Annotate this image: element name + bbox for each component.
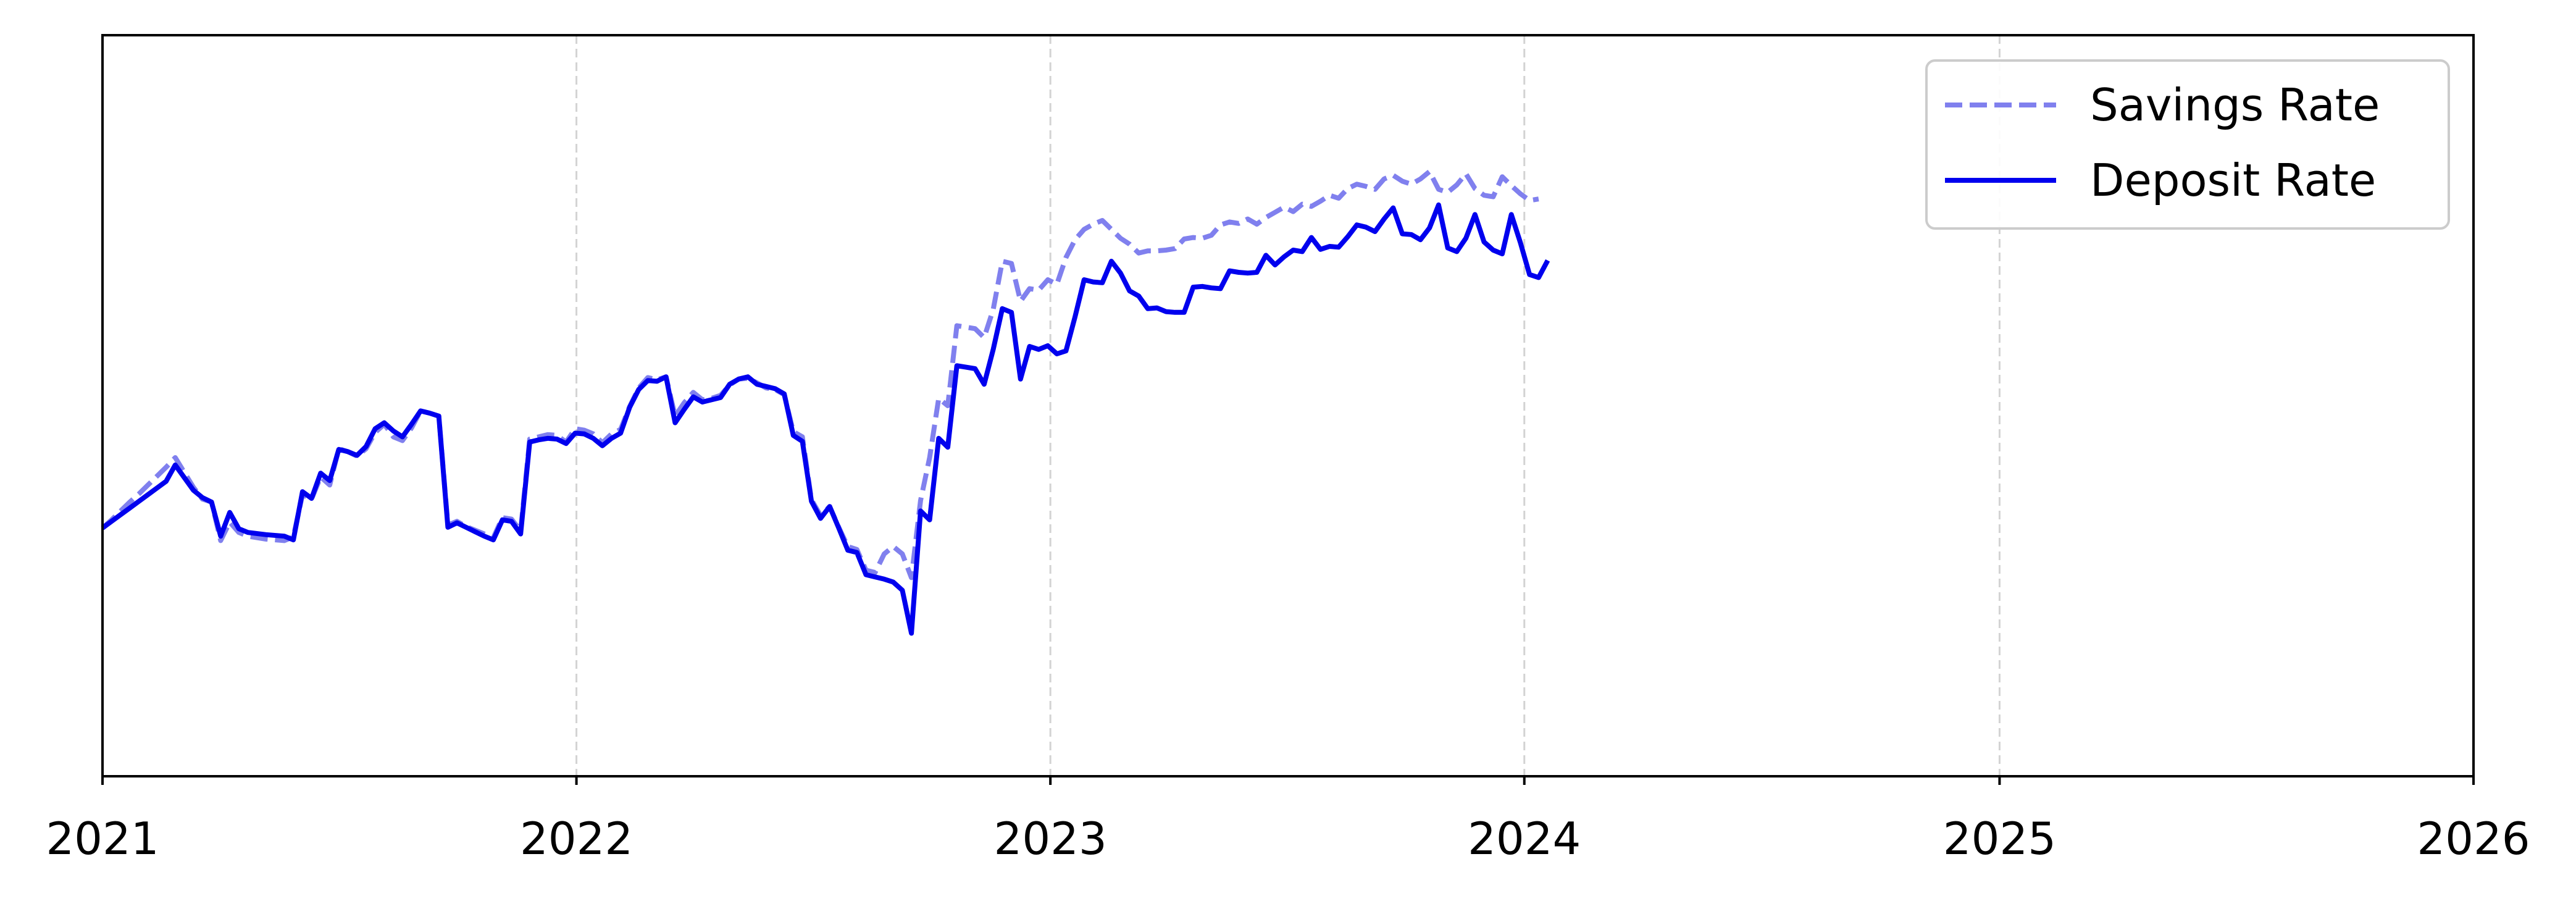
x-tick-label-2025: 2025 <box>1943 813 2056 865</box>
x-tick-label-2022: 2022 <box>520 813 633 865</box>
series-line-deposit-rate <box>101 202 1550 636</box>
series-lines <box>101 169 1550 636</box>
x-tick-label-2026: 2026 <box>2417 813 2530 865</box>
plot-frame <box>101 34 2475 777</box>
legend-label-savings-rate: Savings Rate <box>2090 79 2380 131</box>
x-tick-label-2021: 2021 <box>46 813 159 865</box>
x-tick-label-2023: 2023 <box>994 813 1107 865</box>
x-tick-label-2024: 2024 <box>1468 813 1581 865</box>
legend-box <box>1925 59 2450 230</box>
x-axis: 2021 2022 2023 2024 2025 2026 <box>46 776 2530 865</box>
legend-label-deposit-rate: Deposit Rate <box>2090 154 2376 206</box>
legend: Savings Rate Deposit Rate <box>1925 59 2450 230</box>
